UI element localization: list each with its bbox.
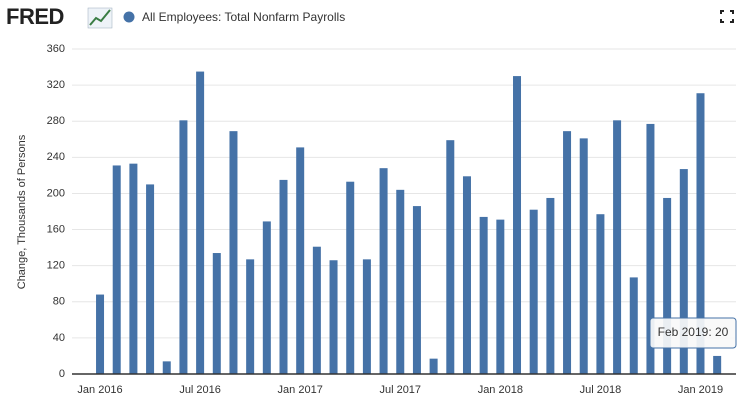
bar xyxy=(646,123,655,374)
y-tick-label: 200 xyxy=(47,187,65,199)
bar xyxy=(613,120,622,374)
plot-area: 0 40 80 120 160 200 240 280 320 360 Jan 2016 Jul 20… xyxy=(47,43,736,396)
tooltip-text: Feb 2019: 20 xyxy=(658,325,729,339)
bar xyxy=(663,197,672,374)
bar xyxy=(112,165,121,374)
tooltip: Feb 2019: 20 xyxy=(649,317,737,349)
legend-marker xyxy=(123,11,135,23)
bar xyxy=(462,176,471,374)
bar xyxy=(429,358,438,374)
bar xyxy=(563,131,572,374)
y-tick-label: 320 xyxy=(47,79,65,91)
y-tick-label: 360 xyxy=(47,43,65,55)
x-tick-label: Jan 2018 xyxy=(478,384,523,396)
legend-label: All Employees: Total Nonfarm Payrolls xyxy=(142,10,345,24)
bar xyxy=(162,361,171,374)
y-tick-label: 160 xyxy=(47,223,65,235)
y-tick-label: 40 xyxy=(53,332,65,344)
bar xyxy=(446,140,455,374)
bar xyxy=(629,277,638,374)
bar xyxy=(596,214,605,374)
bar xyxy=(212,253,221,374)
bar xyxy=(146,184,155,374)
bar xyxy=(379,168,388,374)
x-tick-label: Jan 2016 xyxy=(77,384,122,396)
bar xyxy=(579,138,588,374)
bar xyxy=(529,209,538,374)
bar xyxy=(713,355,722,374)
y-tick-label: 280 xyxy=(47,115,65,127)
bar xyxy=(679,169,688,374)
bar xyxy=(312,246,321,374)
bar xyxy=(179,120,188,374)
bar xyxy=(246,259,255,374)
bar xyxy=(362,259,371,374)
bar xyxy=(296,147,305,374)
logo-icon xyxy=(87,7,113,29)
bar xyxy=(513,76,522,374)
bar xyxy=(396,189,405,374)
y-axis-label: Change, Thousands of Persons xyxy=(16,134,28,289)
x-tick-label: Jul 2018 xyxy=(580,384,622,396)
bar xyxy=(329,260,338,374)
bar xyxy=(262,221,271,374)
bar xyxy=(196,71,205,374)
bar xyxy=(279,179,288,374)
x-tick-label: Jan 2017 xyxy=(278,384,323,396)
bar xyxy=(412,206,421,374)
bar xyxy=(496,219,505,374)
y-tick-label: 120 xyxy=(47,260,65,272)
x-tick-label: Jul 2016 xyxy=(179,384,221,396)
y-tick-label: 0 xyxy=(59,368,65,380)
fullscreen-icon[interactable] xyxy=(720,10,734,23)
logo: FRED xyxy=(6,4,64,29)
bar xyxy=(479,216,488,374)
bar xyxy=(229,131,238,374)
y-tick-label: 240 xyxy=(47,151,65,163)
bar xyxy=(129,163,138,374)
bar xyxy=(96,294,105,374)
bar xyxy=(696,93,705,374)
bar xyxy=(346,181,355,374)
x-tick-label: Jan 2019 xyxy=(678,384,723,396)
x-tick-label: Jul 2017 xyxy=(379,384,421,396)
y-tick-label: 80 xyxy=(53,296,65,308)
bar xyxy=(546,197,555,374)
